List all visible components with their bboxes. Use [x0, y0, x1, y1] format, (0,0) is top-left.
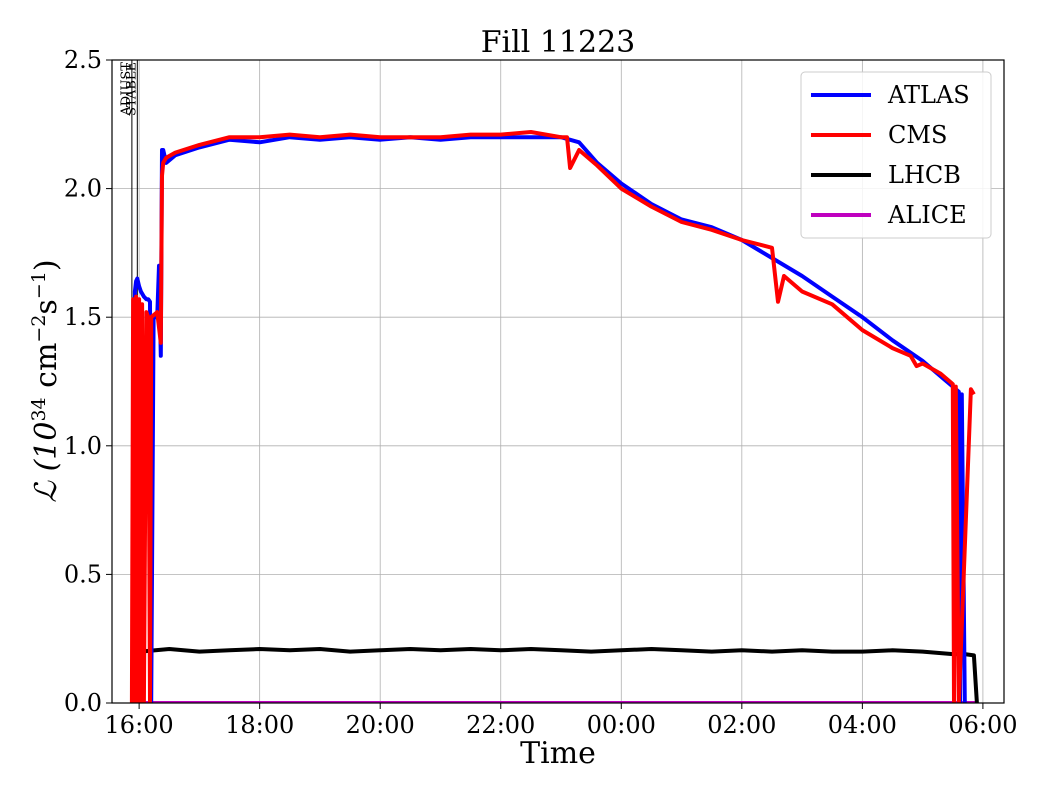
x-tick-label: 06:00 — [948, 711, 1017, 739]
y-tick-label: 2.5 — [64, 46, 102, 74]
x-tick-label: 18:00 — [225, 711, 294, 739]
y-axis-label-main: ℒ (10 — [29, 422, 64, 503]
y-axis-label-exp3: −1 — [28, 271, 50, 299]
legend-label-atlas: ATLAS — [887, 81, 970, 109]
y-tick-label: 1.5 — [64, 303, 102, 331]
y-axis-label-mid: cm — [29, 343, 64, 398]
series-line-atlas — [131, 135, 967, 703]
y-axis-label: ℒ (1034 cm−2s−1) — [28, 259, 64, 502]
series-line-cms — [129, 130, 976, 703]
x-tick-label: 04:00 — [828, 711, 897, 739]
y-tick-label: 2.0 — [64, 175, 102, 203]
series-line-lhcb — [131, 647, 979, 703]
legend-label-lhcb: LHCB — [888, 161, 961, 189]
y-axis-ticks: 0.0 0.5 1.0 1.5 2.0 2.5 — [64, 46, 112, 717]
legend-label-cms: CMS — [888, 121, 947, 149]
plot-frame — [111, 59, 1005, 704]
x-tick-label: 00:00 — [587, 711, 656, 739]
state-marker-label: STABLE — [124, 62, 139, 116]
legend: ATLAS CMS LHCB ALICE — [800, 71, 992, 239]
x-axis-label: Time — [520, 736, 596, 771]
y-axis-label-s: s — [29, 299, 64, 314]
y-axis-label-exp1: 34 — [28, 397, 50, 421]
y-tick-label: 0.5 — [64, 560, 102, 588]
x-tick-label: 02:00 — [707, 711, 776, 739]
x-axis-ticks: 16:00 18:00 20:00 22:00 00:00 02:00 04:00 06:00 — [105, 703, 1017, 739]
chart-title: Fill 11223 — [481, 25, 636, 60]
state-marker-label: ADJUST — [119, 62, 134, 117]
y-tick-label: 1.0 — [64, 432, 102, 460]
x-tick-label: 20:00 — [346, 711, 415, 739]
x-tick-label: 22:00 — [466, 711, 535, 739]
y-axis-label-exp2: −2 — [28, 315, 50, 343]
series-lines — [129, 130, 979, 703]
legend-label-alice: ALICE — [887, 201, 967, 229]
y-tick-label: 0.0 — [64, 689, 102, 717]
x-tick-label: 16:00 — [105, 711, 174, 739]
y-axis-label-end: ) — [29, 259, 64, 271]
legend-box — [800, 71, 992, 239]
